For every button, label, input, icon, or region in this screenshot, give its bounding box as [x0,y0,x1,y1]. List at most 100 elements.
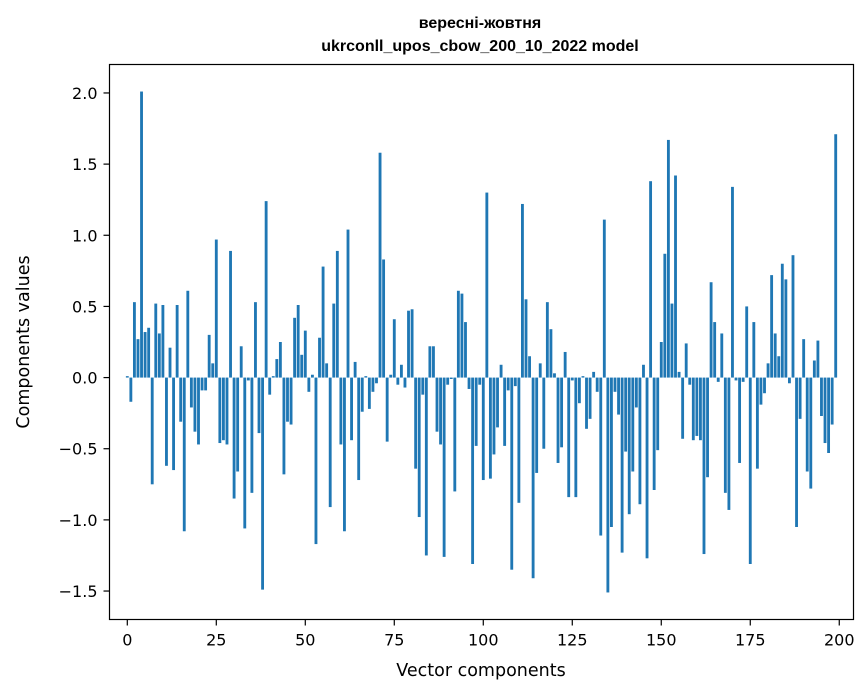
bar-component-64 [353,361,357,378]
bar-component-181 [770,275,774,378]
bar-component-4 [140,91,143,378]
bar-component-126 [574,377,578,498]
bar-component-58 [332,303,336,378]
bar-component-32 [239,346,243,378]
bar-component-116 [538,363,542,378]
bar-component-83 [421,377,425,395]
bar-component-147 [649,181,653,378]
y-tick-label: 0.0 [72,369,97,388]
bar-component-56 [325,363,329,378]
bar-component-21 [200,377,204,391]
bar-component-55 [321,266,325,378]
bar-component-189 [798,377,802,419]
bar-component-57 [328,377,332,508]
bar-component-192 [809,377,813,489]
bar-component-54 [318,337,321,378]
bar-component-111 [521,203,524,378]
bar-component-141 [627,377,631,515]
bar-component-50 [303,330,307,378]
bar-component-74 [389,374,393,378]
bar-component-13 [172,377,175,471]
bar-component-43 [278,342,282,378]
bar-component-30 [232,377,236,499]
bar-component-47 [293,317,297,378]
bar-component-80 [410,309,414,378]
bar-component-16 [182,377,186,532]
bar-component-144 [638,377,642,505]
bar-component-152 [666,139,670,378]
bar-component-173 [741,377,745,382]
bar-component-195 [820,377,823,416]
bar-component-121 [556,377,560,463]
bar-component-81 [414,377,418,469]
y-tick-label: −1.5 [59,582,98,601]
bar-component-89 [442,377,446,557]
bar-component-137 [613,377,617,392]
bar-component-148 [652,377,656,490]
bar-component-161 [699,377,702,441]
bar-component-15 [179,377,183,422]
bar-component-172 [738,377,742,463]
bar-component-133 [599,377,603,536]
bar-component-31 [236,377,240,472]
bar-component-17 [186,290,190,378]
bar-component-9 [157,333,161,378]
bar-component-122 [560,377,564,448]
bar-component-187 [791,255,795,378]
bar-component-184 [780,263,784,378]
bar-component-33 [243,377,247,529]
bar-component-118 [545,302,549,378]
bar-component-128 [581,376,585,378]
bar-component-124 [567,377,571,498]
bar-component-180 [766,363,770,378]
chart-title-line1: вересні-жовтня [419,15,542,32]
bar-component-73 [385,377,389,442]
x-tick-label: 200 [824,631,855,650]
y-tick-label: 1.0 [72,226,97,245]
bar-component-61 [343,377,346,532]
bar-component-175 [748,377,752,564]
bar-component-35 [250,377,254,493]
bar-component-45 [286,377,289,422]
bar-component-0 [125,376,129,378]
y-tick-label: 2.0 [72,84,97,103]
bar-component-84 [424,377,428,556]
x-axis-ticks: 0 25 50 75 100 125 150 175 200 [122,619,855,650]
bar-component-97 [471,377,475,564]
bar-component-70 [375,377,378,384]
x-tick-label: 125 [557,631,588,650]
bars-layer [125,91,838,593]
bar-component-153 [670,303,674,378]
bar-component-132 [595,377,599,392]
bar-component-11 [165,377,168,466]
bar-component-185 [784,279,788,378]
bar-component-19 [193,377,197,432]
bar-component-183 [777,356,781,378]
bar-component-63 [350,377,353,441]
y-tick-label: 1.5 [72,155,97,174]
y-tick-label: −0.5 [59,440,98,459]
bar-component-134 [602,219,606,378]
bar-component-193 [812,360,816,378]
bar-component-104 [496,377,499,428]
bar-component-102 [488,377,492,479]
bar-component-136 [610,377,613,527]
bar-component-156 [681,377,685,439]
bar-component-119 [549,329,553,378]
bar-component-129 [585,377,588,429]
bar-component-190 [802,339,806,378]
bar-component-109 [513,377,517,387]
bar-component-24 [211,363,215,378]
bar-component-101 [485,192,489,378]
bar-component-69 [371,377,375,392]
y-axis-label: Components values [14,255,34,428]
bar-component-170 [731,186,734,378]
x-tick-label: 0 [122,631,132,650]
bar-component-52 [310,374,314,378]
bar-component-174 [745,306,749,378]
bar-component-99 [478,377,482,385]
bar-component-22 [204,377,208,391]
bar-component-62 [346,229,350,378]
bar-component-46 [289,377,293,425]
